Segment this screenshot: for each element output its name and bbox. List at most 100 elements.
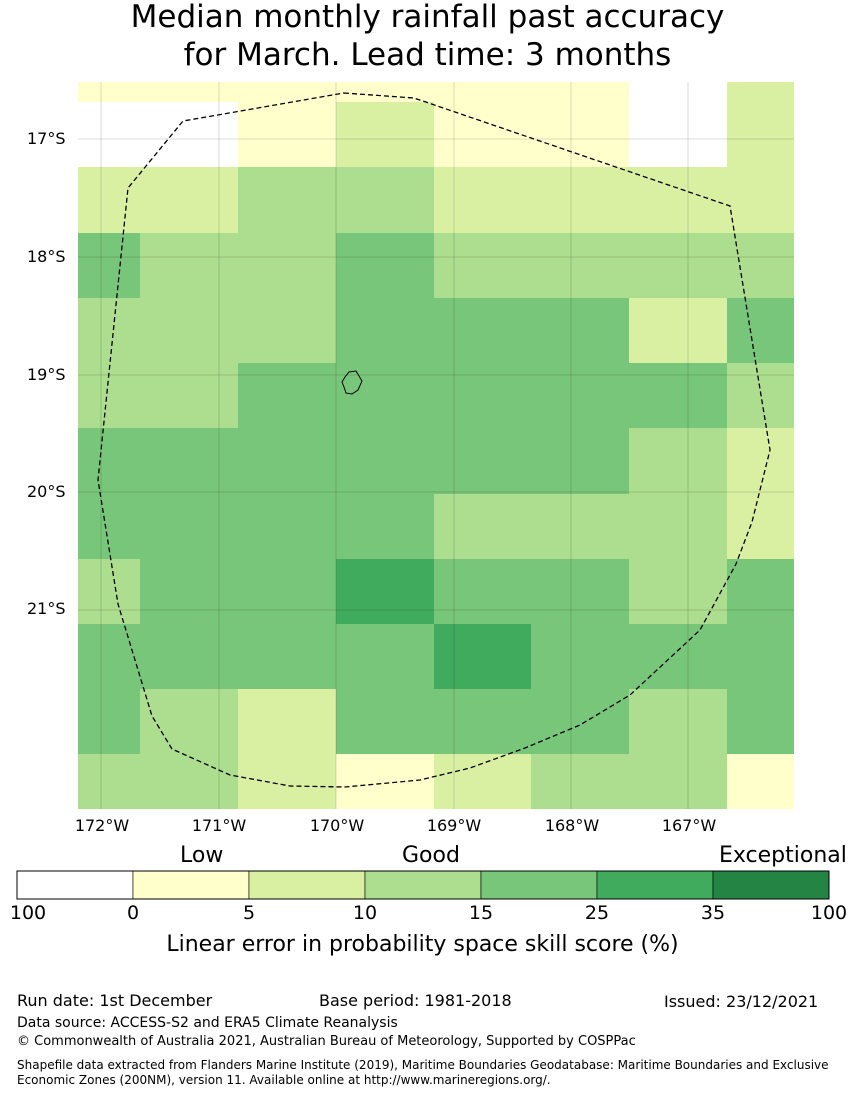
grid-cell: [336, 624, 434, 689]
grid-cell: [434, 494, 727, 559]
lon-label-168w: 168°W: [544, 816, 600, 835]
run-date: Run date: 1st December: [17, 991, 213, 1010]
colorbar-label: Linear error in probability space skill …: [166, 932, 679, 957]
niue-island-outline: [341, 370, 363, 395]
grid-cell: [727, 754, 794, 809]
grid-cell: [727, 624, 794, 689]
colorbar-tick-6: 35: [700, 902, 726, 924]
skill-map: [78, 82, 794, 809]
lat-label-20s: 20°S: [27, 482, 66, 501]
grid-cell: [140, 233, 238, 298]
colorbar-bin: [132, 870, 250, 900]
grid-cell: [727, 102, 794, 167]
colorbar-bin: [248, 870, 366, 900]
lon-label-169w: 169°W: [426, 816, 482, 835]
grid-cell: [238, 167, 336, 233]
base-period: Base period: 1981-2018: [319, 991, 512, 1010]
grid-cell: [531, 233, 629, 298]
grid-cell: [629, 82, 727, 167]
grid-cell: [78, 298, 238, 363]
copyright: © Commonwealth of Australia 2021, Austra…: [17, 1034, 636, 1049]
colorbar-tick-1: 0: [126, 902, 140, 924]
colorbar-tick-0: 100: [9, 902, 47, 924]
grid-cell: [629, 559, 727, 624]
legend-category-good: Good: [402, 843, 460, 868]
shapefile-credit: Shapefile data extracted from Flanders M…: [17, 1058, 829, 1087]
colorbar-tick-4: 15: [468, 902, 494, 924]
grid-cell: [629, 298, 727, 363]
grid-cell: [140, 428, 238, 494]
grid-cell: [434, 102, 629, 167]
grid-cell: [336, 233, 434, 298]
grid-cell: [531, 167, 629, 233]
grid-cell: [531, 298, 629, 363]
grid-cell: [629, 233, 727, 298]
grid-cell: [78, 559, 140, 624]
grid-cell: [336, 559, 434, 624]
grid-cell: [727, 428, 794, 559]
grid-cell: [629, 428, 727, 494]
grid-cell: [238, 689, 336, 809]
colorbar-tick-3: 10: [352, 902, 378, 924]
legend-category-low: Low: [180, 843, 224, 868]
grid-cell: [238, 494, 336, 559]
colorbar-bin: [16, 870, 134, 900]
grid-cell: [336, 298, 434, 363]
grid-cell: [238, 102, 336, 167]
legend-category-exceptional: Exceptional: [719, 843, 847, 868]
lat-label-21s: 21°S: [27, 599, 66, 618]
grid-cell: [78, 754, 238, 809]
grid-cell: [434, 624, 531, 689]
grid-cell: [629, 689, 727, 754]
lon-label-170w: 170°W: [309, 816, 365, 835]
grid-cell: [727, 298, 794, 363]
lon-label-172w: 172°W: [74, 816, 130, 835]
grid-cell: [727, 559, 794, 624]
grid-cell: [238, 298, 336, 363]
grid-cell: [78, 428, 140, 494]
grid-cell: [238, 363, 629, 493]
lon-label-171w: 171°W: [191, 816, 247, 835]
grid-cell: [78, 102, 238, 167]
grid-cell: [140, 559, 336, 689]
grid-cell: [78, 82, 629, 102]
colorbar-bin: [596, 870, 714, 900]
colorbar-bin: [480, 870, 598, 900]
colorbar-tick-2: 5: [242, 902, 256, 924]
grid-cell: [434, 233, 531, 298]
grid-cell: [434, 559, 531, 624]
grid-cell: [336, 494, 434, 559]
eez-boundary: [97, 92, 771, 788]
colorbar-outline: [16, 870, 830, 900]
grid-cell: [531, 624, 629, 689]
grid-cell: [336, 167, 434, 233]
grid-cell: [140, 494, 238, 559]
grid-cell: [78, 167, 238, 233]
grid-cell: [727, 233, 794, 298]
grid-cell: [434, 298, 531, 363]
grid-cell: [531, 559, 629, 624]
grid-cell: [531, 754, 727, 809]
map-title-line-2: for March. Lead time: 3 months: [183, 37, 672, 73]
lat-label-19s: 19°S: [27, 365, 66, 384]
grid-cell: [629, 363, 727, 428]
colorbar-tick-5: 25: [584, 902, 610, 924]
colorbar-tick-7: 100: [810, 902, 848, 924]
data-source: Data source: ACCESS-S2 and ERA5 Climate …: [17, 1015, 398, 1031]
colorbar-bin: [712, 870, 830, 900]
map-title-line-1: Median monthly rainfall past accuracy: [130, 0, 725, 35]
grid-cell: [727, 82, 794, 102]
grid-cell: [336, 102, 434, 167]
grid-cell: [629, 167, 727, 233]
grid-cell: [629, 624, 727, 689]
grid-cell: [78, 624, 140, 754]
lat-label-17s: 17°S: [27, 129, 66, 148]
grid-cell: [78, 233, 140, 298]
grid-cell: [336, 689, 629, 754]
grid-cell: [238, 233, 336, 298]
legend-colorbar: [16, 870, 830, 900]
grid-cell: [140, 689, 238, 754]
grid-cell: [434, 167, 531, 233]
grid-cell: [727, 167, 794, 233]
lon-label-167w: 167°W: [661, 816, 717, 835]
